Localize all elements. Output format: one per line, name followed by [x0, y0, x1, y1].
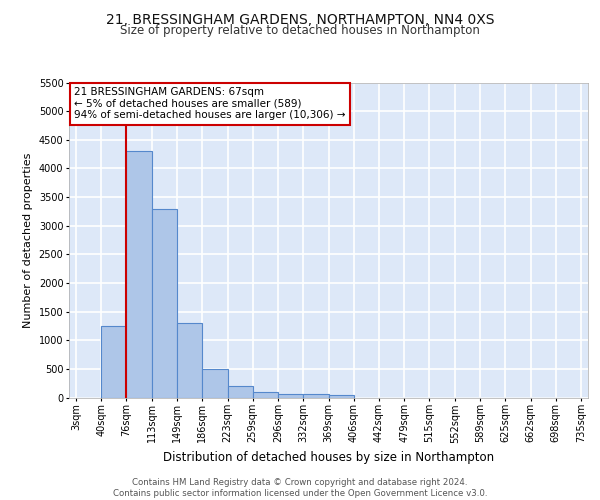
Text: Size of property relative to detached houses in Northampton: Size of property relative to detached ho…	[120, 24, 480, 37]
Text: 21, BRESSINGHAM GARDENS, NORTHAMPTON, NN4 0XS: 21, BRESSINGHAM GARDENS, NORTHAMPTON, NN…	[106, 12, 494, 26]
Bar	[253, 392, 278, 398]
Bar	[228, 386, 253, 398]
Bar	[303, 394, 329, 398]
Bar	[329, 394, 354, 398]
Bar	[278, 394, 303, 398]
Bar	[152, 208, 176, 398]
Bar	[202, 370, 228, 398]
Y-axis label: Number of detached properties: Number of detached properties	[23, 152, 33, 328]
Text: 21 BRESSINGHAM GARDENS: 67sqm
← 5% of detached houses are smaller (589)
94% of s: 21 BRESSINGHAM GARDENS: 67sqm ← 5% of de…	[74, 87, 346, 120]
Bar	[176, 323, 202, 398]
Bar	[126, 151, 152, 398]
Bar	[101, 326, 126, 398]
Text: Contains HM Land Registry data © Crown copyright and database right 2024.
Contai: Contains HM Land Registry data © Crown c…	[113, 478, 487, 498]
X-axis label: Distribution of detached houses by size in Northampton: Distribution of detached houses by size …	[163, 451, 494, 464]
